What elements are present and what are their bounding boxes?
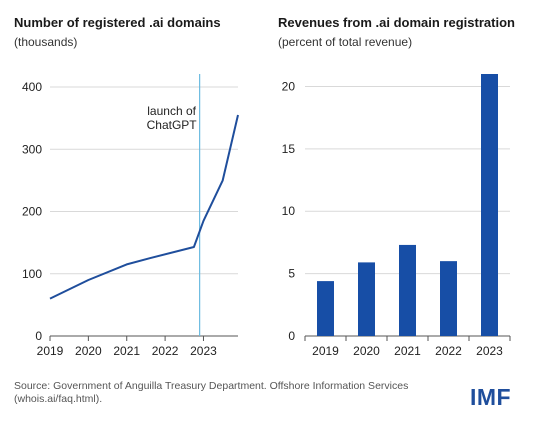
right-x-tick-label: 2022	[435, 344, 462, 358]
left-y-tick-label: 300	[22, 142, 42, 156]
annotation-label-line1: launch of	[147, 104, 196, 118]
left-chart-subtitle: (thousands)	[14, 35, 78, 49]
revenue-bar	[481, 74, 498, 336]
revenue-bar	[317, 281, 334, 336]
right-chart-title: Revenues from .ai domain registration	[278, 15, 515, 30]
right-y-tick-label: 20	[282, 79, 296, 93]
right-y-tick-label: 15	[282, 142, 296, 156]
left-chart-title: Number of registered .ai domains	[14, 15, 221, 30]
domains-series-line	[49, 114, 239, 300]
left-y-tick-label: 100	[22, 267, 42, 281]
left-chart-plot	[49, 114, 239, 300]
source-note: Source: Government of Anguilla Treasury …	[14, 380, 409, 405]
left-x-tick-label: 2022	[152, 344, 179, 358]
left-x-tick-label: 2023	[190, 344, 217, 358]
right-x-tick-label: 2023	[476, 344, 503, 358]
revenue-bar	[358, 262, 375, 336]
annotation-label-line2: ChatGPT	[147, 118, 198, 132]
right-chart-plot	[317, 74, 498, 336]
left-chart-annotation: launch of ChatGPT	[147, 74, 201, 336]
left-x-tick-label: 2021	[113, 344, 140, 358]
left-chart-grid	[50, 86, 238, 275]
revenue-bar	[440, 261, 457, 336]
revenue-bar	[399, 244, 416, 336]
right-x-tick-label: 2021	[394, 344, 421, 358]
right-chart-subtitle: (percent of total revenue)	[278, 35, 413, 49]
left-y-tick-label: 400	[22, 80, 42, 94]
left-chart-axes: 0 100 200 300 400 2019 2020 2021 2022 2023	[22, 80, 238, 358]
right-y-tick-label: 5	[288, 267, 295, 281]
right-x-tick-label: 2019	[312, 344, 339, 358]
right-chart-axes: 0 5 10 15 20 2019 2020 2021 2022 2023	[282, 79, 511, 358]
right-y-tick-label: 10	[282, 204, 296, 218]
left-x-tick-label: 2019	[37, 344, 64, 358]
right-y-tick-label: 0	[288, 329, 295, 343]
right-x-tick-label: 2020	[353, 344, 380, 358]
left-x-tick-label: 2020	[75, 344, 102, 358]
left-y-tick-label: 200	[22, 205, 42, 219]
left-y-tick-label: 0	[35, 329, 42, 343]
imf-logo: IMF	[470, 384, 512, 410]
